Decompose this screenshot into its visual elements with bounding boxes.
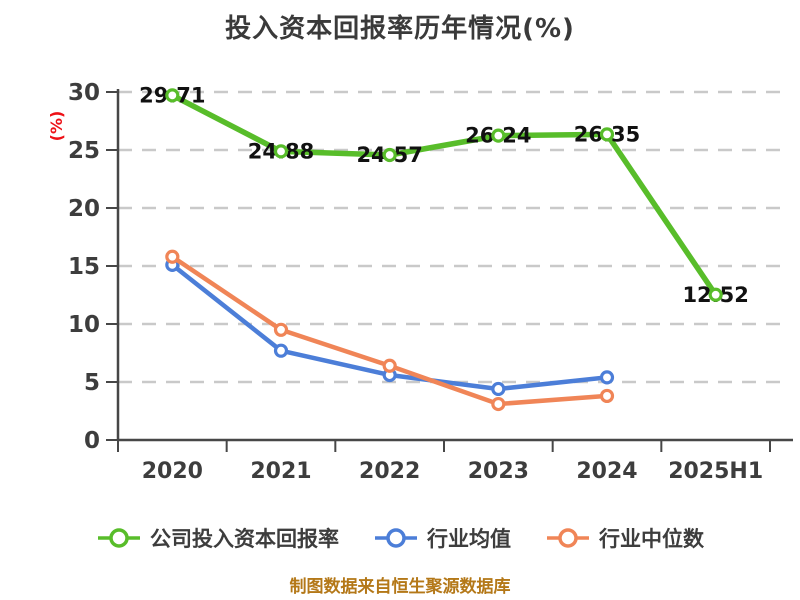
x-tick-label-2020: 2020 bbox=[142, 459, 203, 484]
legend-marker-icon bbox=[547, 528, 589, 548]
data-point-0-0 bbox=[165, 88, 180, 103]
y-tick-label-5: 5 bbox=[84, 370, 100, 396]
legend-marker-icon bbox=[98, 528, 140, 548]
source-note: 制图数据来自恒生聚源数据库 bbox=[289, 577, 511, 597]
y-axis-unit-label: (%) bbox=[47, 111, 66, 142]
legend-label-2: 行业中位数 bbox=[599, 527, 704, 551]
x-tick-label-2023: 2023 bbox=[468, 459, 529, 484]
data-point-0-5 bbox=[708, 287, 723, 302]
data-point-2-1 bbox=[273, 322, 289, 337]
chart-title: 投入资本回报率历年情况(%) bbox=[225, 14, 575, 44]
x-tick-label-2021: 2021 bbox=[250, 459, 311, 484]
data-point-2-0 bbox=[165, 249, 180, 264]
legend-item-2: 行业中位数 bbox=[545, 523, 704, 553]
data-point-0-1 bbox=[273, 144, 289, 159]
data-point-0-4 bbox=[599, 127, 615, 142]
data-point-0-2 bbox=[382, 147, 397, 163]
data-point-2-2 bbox=[382, 358, 397, 373]
legend-marker-icon bbox=[375, 528, 417, 548]
y-tick-label-20: 20 bbox=[68, 196, 100, 222]
y-tick-label-15: 15 bbox=[68, 254, 100, 280]
legend-label-1: 行业均值 bbox=[427, 527, 511, 551]
legend-item-1: 行业均值 bbox=[373, 523, 511, 553]
x-tick-label-2025H1: 2025H1 bbox=[668, 459, 763, 484]
series-line-0 bbox=[169, 92, 719, 298]
data-point-1-1 bbox=[273, 343, 289, 358]
data-point-2-3 bbox=[491, 396, 506, 412]
y-tick-label-10: 10 bbox=[68, 312, 100, 338]
legend-label-0: 公司投入资本回报率 bbox=[150, 527, 339, 551]
legend-item-0: 公司投入资本回报率 bbox=[96, 523, 339, 553]
x-tick-label-2022: 2022 bbox=[359, 459, 420, 484]
data-point-0-3 bbox=[491, 128, 506, 143]
data-point-1-3 bbox=[491, 381, 506, 397]
data-point-2-4 bbox=[599, 388, 615, 404]
plot-area: 0 5 10 15 20 25 30 2020 2021 2022 2023 2024 2025H1 (%… bbox=[47, 80, 793, 484]
y-tick-label-30: 30 bbox=[68, 80, 100, 106]
y-tick-label-0: 0 bbox=[84, 428, 100, 454]
legend: 公司投入资本回报率 行业均值 行业中位数 bbox=[0, 520, 800, 556]
y-tick-label-25: 25 bbox=[68, 138, 100, 164]
data-point-1-4 bbox=[599, 370, 615, 385]
x-tick-label-2024: 2024 bbox=[576, 459, 637, 484]
